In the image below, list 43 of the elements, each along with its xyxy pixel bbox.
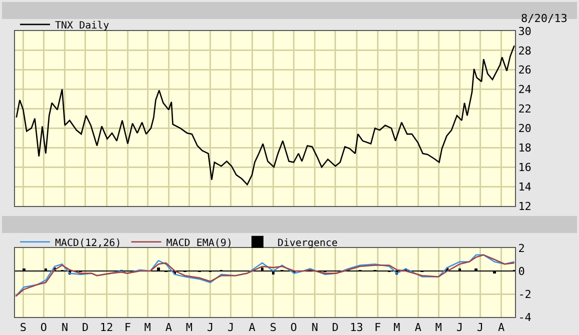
y-tick-label: 28 — [518, 44, 532, 58]
x-tick-label: O — [290, 321, 298, 334]
x-tick-label: M — [186, 321, 193, 334]
legend-label: MACD(12,26) — [55, 238, 122, 249]
x-tick-label: J — [228, 321, 234, 334]
x-tick-label: A — [498, 321, 506, 334]
x-tick-label: F — [374, 321, 382, 334]
x-tick-label: M — [394, 321, 401, 334]
y-tick-label: 16 — [518, 160, 532, 174]
x-tick-label: A — [248, 321, 256, 334]
y-tick-label: -2 — [518, 288, 532, 301]
x-tick-label: N — [312, 321, 318, 334]
x-tick-label: M — [435, 321, 442, 334]
y-tick-label: 24 — [518, 83, 532, 96]
y-tick-label: 2 — [518, 242, 525, 255]
x-tick-label: F — [124, 321, 132, 334]
y-tick-label: 20 — [518, 122, 532, 136]
legend-label: Divergence — [277, 238, 338, 249]
y-tick-label: 14 — [518, 180, 532, 194]
x-tick-label: A — [165, 321, 172, 334]
x-tick-label: S — [270, 321, 277, 334]
x-tick-label: D — [82, 321, 89, 334]
x-tick-label: J — [476, 321, 484, 334]
x-tick-label: O — [40, 321, 47, 334]
x-tick-label: N — [62, 321, 68, 334]
legend-label: MACD EMA(9) — [166, 238, 232, 249]
x-tick-label: 13 — [350, 321, 364, 334]
text: 8/20/13 — [521, 12, 568, 25]
y-tick-label: 0 — [518, 264, 525, 278]
x-tick-label: A — [414, 321, 422, 334]
y-tick-label: 18 — [518, 142, 532, 155]
x-tick-label: J — [456, 321, 463, 334]
x-tick-label: M — [144, 321, 152, 334]
x-tick-label: D — [332, 321, 339, 334]
x-tick-label: 12 — [100, 321, 114, 334]
y-tick-label: 22 — [518, 102, 532, 116]
y-tick-label: 26 — [518, 64, 532, 77]
x-tick-label: S — [20, 321, 27, 334]
legend-label: TNX Daily — [55, 20, 110, 32]
y-tick-label: 30 — [518, 24, 532, 38]
x-tick-label: J — [207, 321, 214, 334]
y-tick-label: -4 — [518, 310, 532, 324]
y-tick-label: 12 — [518, 200, 532, 213]
